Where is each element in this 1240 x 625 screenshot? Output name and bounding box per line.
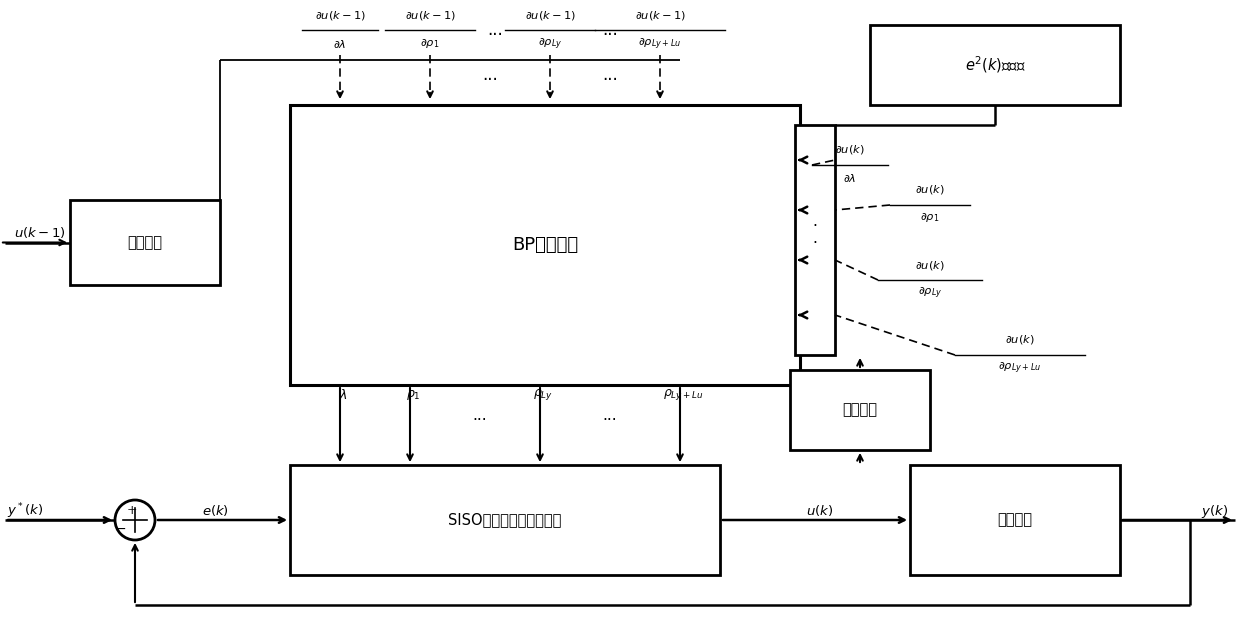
Text: $\rho_1$: $\rho_1$ — [405, 388, 420, 402]
Text: $\partial u(k)$: $\partial u(k)$ — [915, 259, 945, 271]
Bar — [870, 25, 1120, 105]
Text: $u(k)$: $u(k)$ — [806, 504, 833, 519]
Text: BP神经网络: BP神经网络 — [512, 236, 578, 254]
Text: 偏导信息: 偏导信息 — [128, 235, 162, 250]
Text: ...: ... — [487, 21, 503, 39]
Text: $e^2(k)$最小化: $e^2(k)$最小化 — [965, 54, 1025, 76]
Text: $y(k)$: $y(k)$ — [1202, 503, 1229, 519]
Text: $\lambda$: $\lambda$ — [339, 388, 347, 402]
Text: $\partial u(k)$: $\partial u(k)$ — [915, 184, 945, 196]
Text: $\partial u(k-1)$: $\partial u(k-1)$ — [404, 9, 455, 21]
Text: $\partial\rho_{Ly}$: $\partial\rho_{Ly}$ — [538, 36, 562, 52]
Text: $\partial\lambda$: $\partial\lambda$ — [843, 172, 857, 184]
Text: $e(k)$: $e(k)$ — [202, 504, 228, 519]
Text: +: + — [126, 504, 138, 516]
Bar — [290, 465, 720, 575]
Text: $\partial\rho_{Ly}$: $\partial\rho_{Ly}$ — [918, 285, 942, 301]
Text: $\rho_{Ly+Lu}$: $\rho_{Ly+Lu}$ — [662, 388, 703, 402]
Text: 被控对象: 被控对象 — [997, 512, 1033, 528]
Bar — [795, 125, 835, 355]
Bar — [69, 200, 219, 285]
Text: ...: ... — [482, 66, 498, 84]
Text: $\partial\rho_{Ly+Lu}$: $\partial\rho_{Ly+Lu}$ — [639, 36, 682, 52]
Text: $u(k-1)$: $u(k-1)$ — [14, 226, 66, 241]
Text: −: − — [114, 522, 125, 536]
Text: 梯度信息: 梯度信息 — [842, 402, 878, 418]
Text: ...: ... — [603, 21, 618, 39]
Text: $\partial u(k)$: $\partial u(k)$ — [836, 144, 864, 156]
Text: $\partial\rho_1$: $\partial\rho_1$ — [420, 38, 440, 51]
Text: $\rho_{Ly}$: $\rho_{Ly}$ — [533, 388, 553, 402]
Text: $\partial\rho_{Ly+Lu}$: $\partial\rho_{Ly+Lu}$ — [998, 360, 1042, 376]
Text: ...: ... — [603, 66, 618, 84]
Bar — [910, 465, 1120, 575]
Text: $\partial u(k-1)$: $\partial u(k-1)$ — [635, 9, 686, 21]
Text: $y^*(k)$: $y^*(k)$ — [7, 501, 43, 521]
Text: $\partial u(k-1)$: $\partial u(k-1)$ — [315, 9, 366, 21]
Text: ...: ... — [472, 408, 487, 422]
Bar — [290, 105, 800, 385]
Text: SISO全格式无模型控制器: SISO全格式无模型控制器 — [449, 512, 562, 528]
Text: $\partial u(k-1)$: $\partial u(k-1)$ — [525, 9, 575, 21]
Text: $\partial u(k)$: $\partial u(k)$ — [1006, 334, 1035, 346]
Text: $\partial\lambda$: $\partial\lambda$ — [334, 38, 347, 50]
Text: ·
·: · · — [812, 219, 817, 251]
Bar — [790, 370, 930, 450]
Text: ...: ... — [603, 408, 618, 422]
Text: $\partial\rho_1$: $\partial\rho_1$ — [920, 211, 940, 224]
